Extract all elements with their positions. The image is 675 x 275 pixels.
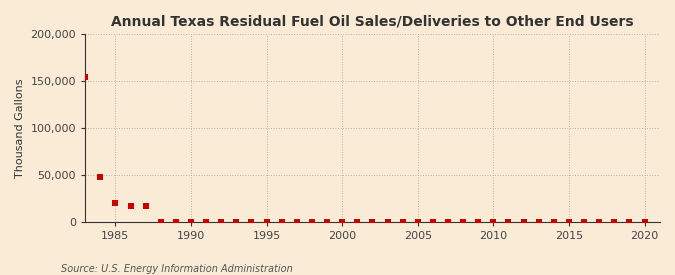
Y-axis label: Thousand Gallons: Thousand Gallons [15, 78, 25, 178]
Point [382, 219, 393, 224]
Point [246, 219, 257, 224]
Point [624, 219, 634, 224]
Point [337, 219, 348, 224]
Point [473, 219, 484, 224]
Point [352, 219, 362, 224]
Point [95, 175, 106, 179]
Point [594, 219, 605, 224]
Point [186, 219, 196, 224]
Point [200, 219, 211, 224]
Point [518, 219, 529, 224]
Point [276, 219, 287, 224]
Point [503, 219, 514, 224]
Point [443, 219, 454, 224]
Point [578, 219, 589, 224]
Point [533, 219, 544, 224]
Point [412, 219, 423, 224]
Point [171, 219, 182, 224]
Point [125, 204, 136, 208]
Point [292, 219, 302, 224]
Point [155, 219, 166, 224]
Point [427, 219, 438, 224]
Point [231, 219, 242, 224]
Point [488, 219, 499, 224]
Title: Annual Texas Residual Fuel Oil Sales/Deliveries to Other End Users: Annual Texas Residual Fuel Oil Sales/Del… [111, 15, 634, 29]
Point [306, 219, 317, 224]
Point [639, 219, 650, 224]
Point [261, 219, 272, 224]
Point [80, 75, 90, 80]
Text: Source: U.S. Energy Information Administration: Source: U.S. Energy Information Administ… [61, 264, 292, 274]
Point [609, 219, 620, 224]
Point [367, 219, 378, 224]
Point [564, 219, 574, 224]
Point [398, 219, 408, 224]
Point [548, 219, 559, 224]
Point [458, 219, 468, 224]
Point [110, 201, 121, 205]
Point [216, 219, 227, 224]
Point [140, 204, 151, 208]
Point [322, 219, 333, 224]
